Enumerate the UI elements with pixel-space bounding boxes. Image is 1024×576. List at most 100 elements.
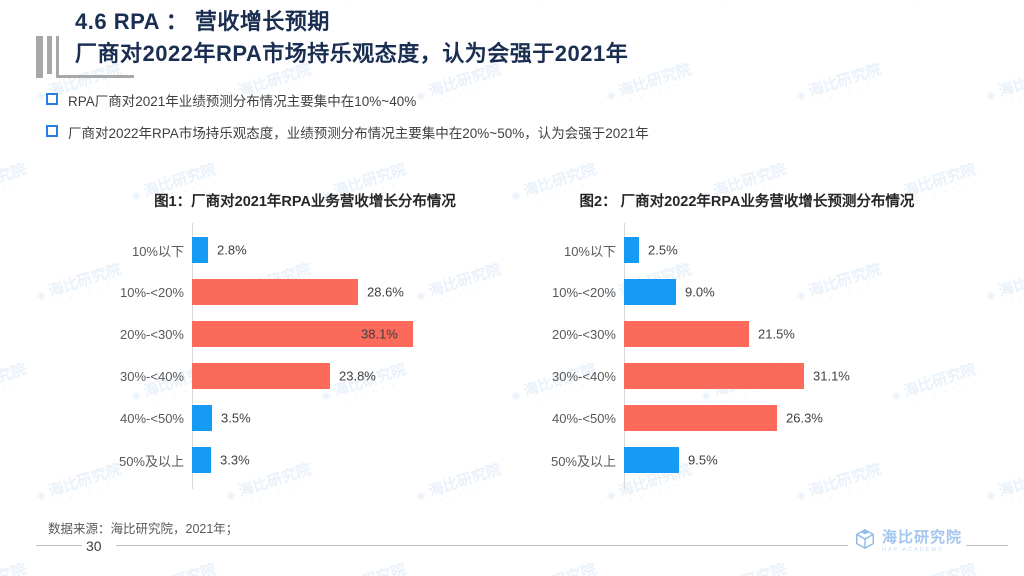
value-label: 3.3% [220, 452, 250, 468]
data-bar [192, 237, 208, 263]
bullet-text: RPA厂商对2021年业绩预测分布情况主要集中在10%~40% [68, 94, 417, 109]
bullet-item: RPA厂商对2021年业绩预测分布情况主要集中在10%~40% [46, 90, 649, 110]
watermark: ◈海比研究院▪ ▪ ▪ ▪ ▪ ▪ [0, 0, 30, 11]
cube-logo-icon [854, 528, 876, 555]
y-axis-line [624, 223, 625, 489]
watermark-cube-icon: ◈ [508, 386, 523, 404]
footer-line [116, 545, 848, 546]
chart-row: 50%及以上 3.3% [100, 439, 510, 481]
watermark: ◈海比研究院▪ ▪ ▪ ▪ ▪ ▪ [0, 160, 29, 205]
watermark-cube-icon: ◈ [33, 286, 48, 304]
bar-area: 21.5% [624, 321, 962, 347]
page-number: 30 [86, 538, 102, 554]
data-bar [192, 405, 212, 431]
data-bar [624, 237, 639, 263]
chart-row: 20%-<30% 38.1% [100, 313, 510, 355]
footer-line [966, 545, 1008, 546]
value-label: 38.1% [361, 326, 398, 342]
data-bar [624, 447, 679, 473]
bullet-square-icon [46, 93, 58, 105]
watermark: ◈海比研究院▪ ▪ ▪ ▪ ▪ ▪ [0, 561, 30, 576]
data-bar [192, 279, 358, 305]
watermark: ◈海比研究院▪ ▪ ▪ ▪ ▪ ▪ [699, 0, 791, 11]
watermark-cube-icon: ◈ [509, 0, 523, 4]
watermark: ◈海比研究院▪ ▪ ▪ ▪ ▪ ▪ [983, 460, 1024, 505]
watermark-cube-icon: ◈ [33, 486, 48, 504]
data-bar [192, 363, 330, 389]
bar-area: 2.8% [192, 237, 510, 263]
watermark: ◈海比研究院▪ ▪ ▪ ▪ ▪ ▪ [129, 561, 221, 576]
value-label: 26.3% [786, 410, 823, 426]
watermark: ◈海比研究院▪ ▪ ▪ ▪ ▪ ▪ [889, 0, 981, 11]
value-label: 2.8% [217, 242, 247, 258]
watermark-cube-icon: ◈ [983, 486, 998, 504]
watermark-cube-icon: ◈ [319, 0, 333, 4]
category-label: 40%-<50% [120, 410, 184, 426]
bar-area: 3.3% [192, 447, 510, 473]
category-label: 30%-<40% [120, 368, 184, 384]
bar-area: 26.3% [624, 405, 962, 431]
watermark: ◈海比研究院▪ ▪ ▪ ▪ ▪ ▪ [319, 561, 411, 576]
value-label: 9.0% [685, 284, 715, 300]
data-bar [624, 321, 749, 347]
data-bar [624, 363, 804, 389]
value-label: 28.6% [367, 284, 404, 300]
category-label: 10%-<20% [552, 284, 616, 300]
chart-row: 10%以下 2.5% [532, 229, 962, 271]
bar-area: 9.0% [624, 279, 962, 305]
brand-subtext: HAP ACADEMY [881, 547, 944, 553]
header: 4.6 RPA ： 营收增长预期 厂商对2022年RPA市场持乐观态度，认为会强… [75, 6, 628, 70]
watermark: ◈海比研究院▪ ▪ ▪ ▪ ▪ ▪ [699, 561, 791, 576]
data-bar [624, 279, 676, 305]
chart-row: 30%-<40% 31.1% [532, 355, 962, 397]
chart-title: 图1：厂商对2021年RPA业务营收增长分布情况 [154, 194, 456, 210]
value-label: 31.1% [813, 368, 850, 384]
category-label: 20%-<30% [552, 326, 616, 342]
y-axis-line [192, 223, 193, 489]
category-label: 10%-<20% [120, 284, 184, 300]
data-bar [192, 447, 211, 473]
watermark: ◈海比研究院▪ ▪ ▪ ▪ ▪ ▪ [889, 561, 981, 576]
value-label: 9.5% [688, 452, 718, 468]
chart-row: 50%及以上 9.5% [532, 439, 962, 481]
brand-name: 海比研究院 [881, 529, 962, 546]
chart-2021-revenue-growth: 图1：厂商对2021年RPA业务营收增长分布情况 10%以下 2.8% 10%-<2… [100, 190, 510, 489]
category-label: 10%以下 [563, 243, 616, 259]
watermark-cube-icon: ◈ [223, 486, 238, 504]
title-decoration [36, 36, 136, 78]
watermark-cube-icon: ◈ [603, 486, 618, 504]
bullet-item: 厂商对2022年RPA市场持乐观态度，业绩预测分布情况主要集中在20%~50%，… [46, 122, 649, 142]
category-label: 10%以下 [131, 243, 184, 259]
footer-rule: 30 [0, 538, 1024, 558]
watermark-cube-icon: ◈ [129, 0, 143, 4]
category-label: 40%-<50% [552, 410, 616, 426]
watermark: ◈海比研究院▪ ▪ ▪ ▪ ▪ ▪ [0, 360, 29, 405]
chart-2022-revenue-forecast: 图2： 厂商对2022年RPA业务营收增长预测分布情况 10%以下 2.5% 10%… [532, 190, 962, 489]
category-label: 50%及以上 [550, 453, 616, 469]
watermark-cube-icon: ◈ [699, 0, 713, 4]
watermark-cube-icon: ◈ [508, 186, 523, 204]
page-title-line1: 4.6 RPA ： 营收增长预期 [75, 9, 330, 34]
page-title-line2: 厂商对2022年RPA市场持乐观态度，认为会强于2021年 [75, 40, 629, 66]
bar-area: 2.5% [624, 237, 962, 263]
chart-row: 10%-<20% 9.0% [532, 271, 962, 313]
watermark-cube-icon: ◈ [889, 0, 903, 4]
chart-row: 10%以下 2.8% [100, 229, 510, 271]
data-bar [624, 405, 777, 431]
bar-area: 3.5% [192, 405, 510, 431]
watermark: ◈海比研究院▪ ▪ ▪ ▪ ▪ ▪ [983, 60, 1024, 105]
bullet-text: 厂商对2022年RPA市场持乐观态度，业绩预测分布情况主要集中在20%~50%，… [68, 126, 649, 141]
chart-row: 10%-<20% 28.6% [100, 271, 510, 313]
bar-area: 31.1% [624, 363, 962, 389]
bar-area: 28.6% [192, 279, 510, 305]
category-label: 30%-<40% [552, 368, 616, 384]
watermark-cube-icon: ◈ [983, 286, 998, 304]
bar-area: 38.1% [192, 321, 510, 347]
value-label: 3.5% [221, 410, 251, 426]
brand-logo: 海比研究院 HAP ACADEMY [854, 528, 962, 555]
watermark-cube-icon: ◈ [793, 86, 808, 104]
watermark: ◈海比研究院▪ ▪ ▪ ▪ ▪ ▪ [509, 561, 601, 576]
category-label: 20%-<30% [120, 326, 184, 342]
chart-row: 30%-<40% 23.8% [100, 355, 510, 397]
watermark: ◈海比研究院▪ ▪ ▪ ▪ ▪ ▪ [983, 260, 1024, 305]
